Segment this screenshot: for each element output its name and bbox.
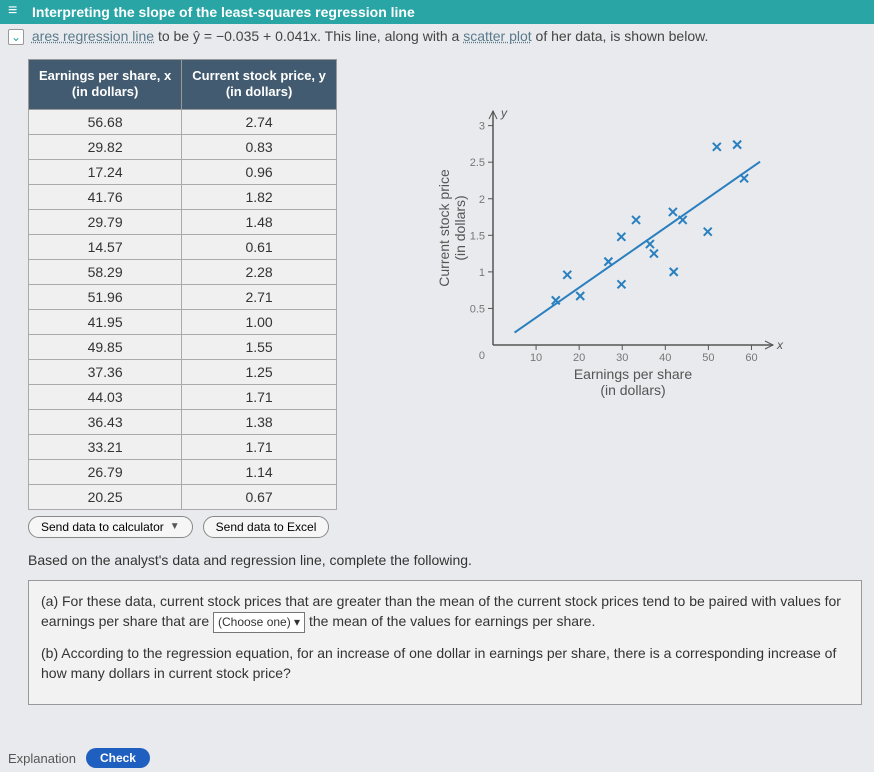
svg-text:2.5: 2.5 bbox=[470, 157, 485, 169]
question-b: (b) According to the regression equation… bbox=[41, 643, 849, 684]
svg-text:60: 60 bbox=[746, 352, 758, 364]
table-cell: 58.29 bbox=[29, 259, 182, 284]
data-table: Earnings per share, x (in dollars) Curre… bbox=[28, 59, 337, 510]
table-cell: 41.95 bbox=[29, 309, 182, 334]
table-row: 51.962.71 bbox=[29, 284, 337, 309]
table-cell: 29.82 bbox=[29, 134, 182, 159]
svg-text:y: y bbox=[500, 106, 508, 120]
table-row: 41.951.00 bbox=[29, 309, 337, 334]
svg-text:Current stock price: Current stock price bbox=[436, 169, 452, 287]
svg-text:30: 30 bbox=[617, 352, 629, 364]
table-cell: 0.83 bbox=[182, 134, 337, 159]
table-cell: 1.25 bbox=[182, 359, 337, 384]
check-button[interactable]: Check bbox=[86, 748, 150, 768]
table-row: 41.761.82 bbox=[29, 184, 337, 209]
table-row: 26.791.14 bbox=[29, 459, 337, 484]
table-cell: 26.79 bbox=[29, 459, 182, 484]
table-row: 56.682.74 bbox=[29, 109, 337, 134]
table-cell: 1.71 bbox=[182, 384, 337, 409]
table-cell: 1.71 bbox=[182, 434, 337, 459]
table-cell: 1.55 bbox=[182, 334, 337, 359]
table-cell: 2.28 bbox=[182, 259, 337, 284]
question-a: (a) For these data, current stock prices… bbox=[41, 591, 849, 634]
lesson-title-bar: Interpreting the slope of the least-squa… bbox=[0, 0, 874, 24]
regression-equation: ŷ = −0.035 + 0.041x bbox=[193, 28, 317, 44]
chevron-down-icon: ▼ bbox=[170, 521, 180, 532]
table-cell: 41.76 bbox=[29, 184, 182, 209]
followup-prompt: Based on the analyst's data and regressi… bbox=[0, 542, 874, 574]
table-cell: 37.36 bbox=[29, 359, 182, 384]
svg-text:3: 3 bbox=[479, 121, 485, 133]
table-cell: 14.57 bbox=[29, 234, 182, 259]
table-row: 36.431.38 bbox=[29, 409, 337, 434]
col-header-x: Earnings per share, x (in dollars) bbox=[29, 60, 182, 110]
table-cell: 36.43 bbox=[29, 409, 182, 434]
table-cell: 2.71 bbox=[182, 284, 337, 309]
col-header-y: Current stock price, y (in dollars) bbox=[182, 60, 337, 110]
table-row: 17.240.96 bbox=[29, 159, 337, 184]
table-cell: 0.96 bbox=[182, 159, 337, 184]
table-cell: 0.61 bbox=[182, 234, 337, 259]
table-row: 33.211.71 bbox=[29, 434, 337, 459]
scatter-plot: yx1020304050600.511.522.530Earnings per … bbox=[431, 99, 791, 409]
send-to-calculator-button[interactable]: Send data to calculator▼ bbox=[28, 516, 193, 538]
table-cell: 1.48 bbox=[182, 209, 337, 234]
table-row: 29.820.83 bbox=[29, 134, 337, 159]
table-cell: 29.79 bbox=[29, 209, 182, 234]
table-cell: 1.38 bbox=[182, 409, 337, 434]
table-row: 14.570.61 bbox=[29, 234, 337, 259]
svg-text:1.5: 1.5 bbox=[470, 230, 485, 242]
table-row: 37.361.25 bbox=[29, 359, 337, 384]
table-row: 20.250.67 bbox=[29, 484, 337, 509]
table-cell: 33.21 bbox=[29, 434, 182, 459]
scatter-plot-link[interactable]: scatter plot bbox=[463, 28, 531, 44]
table-cell: 1.82 bbox=[182, 184, 337, 209]
regression-line-link[interactable]: ares regression line bbox=[32, 28, 154, 44]
table-cell: 1.00 bbox=[182, 309, 337, 334]
explanation-link[interactable]: Explanation bbox=[8, 751, 76, 766]
table-cell: 49.85 bbox=[29, 334, 182, 359]
table-cell: 44.03 bbox=[29, 384, 182, 409]
table-cell: 20.25 bbox=[29, 484, 182, 509]
question-box: (a) For these data, current stock prices… bbox=[28, 580, 862, 705]
svg-text:(in dollars): (in dollars) bbox=[601, 382, 666, 398]
table-row: 29.791.48 bbox=[29, 209, 337, 234]
table-row: 44.031.71 bbox=[29, 384, 337, 409]
svg-text:(in dollars): (in dollars) bbox=[452, 195, 468, 260]
svg-text:0.5: 0.5 bbox=[470, 303, 485, 315]
svg-text:2: 2 bbox=[479, 194, 485, 206]
send-to-excel-button[interactable]: Send data to Excel bbox=[203, 516, 330, 538]
table-cell: 56.68 bbox=[29, 109, 182, 134]
table-row: 49.851.55 bbox=[29, 334, 337, 359]
table-cell: 17.24 bbox=[29, 159, 182, 184]
collapse-toggle[interactable]: ⌄ bbox=[8, 29, 24, 45]
table-row: 58.292.28 bbox=[29, 259, 337, 284]
svg-text:50: 50 bbox=[703, 352, 715, 364]
table-cell: 2.74 bbox=[182, 109, 337, 134]
svg-text:0: 0 bbox=[479, 350, 485, 362]
problem-intro-line: ⌄ ares regression line to be ŷ = −0.035 … bbox=[0, 24, 874, 53]
table-cell: 51.96 bbox=[29, 284, 182, 309]
svg-text:x: x bbox=[776, 338, 784, 352]
svg-text:Earnings per share: Earnings per share bbox=[574, 366, 693, 382]
svg-text:20: 20 bbox=[573, 352, 585, 364]
table-cell: 0.67 bbox=[182, 484, 337, 509]
choose-one-dropdown[interactable]: (Choose one) ▾ bbox=[213, 612, 305, 633]
table-cell: 1.14 bbox=[182, 459, 337, 484]
lesson-title: Interpreting the slope of the least-squa… bbox=[32, 4, 415, 20]
svg-text:40: 40 bbox=[660, 352, 672, 364]
svg-text:10: 10 bbox=[530, 352, 542, 364]
svg-text:1: 1 bbox=[479, 267, 485, 279]
